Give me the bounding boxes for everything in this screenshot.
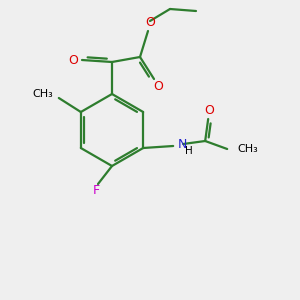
Text: CH₃: CH₃ [237,144,258,154]
Text: N: N [178,137,188,151]
Text: O: O [68,53,78,67]
Text: O: O [145,16,155,29]
Text: CH₃: CH₃ [32,89,53,99]
Text: O: O [153,80,163,94]
Text: O: O [204,103,214,116]
Text: H: H [185,146,193,156]
Text: F: F [92,184,100,197]
